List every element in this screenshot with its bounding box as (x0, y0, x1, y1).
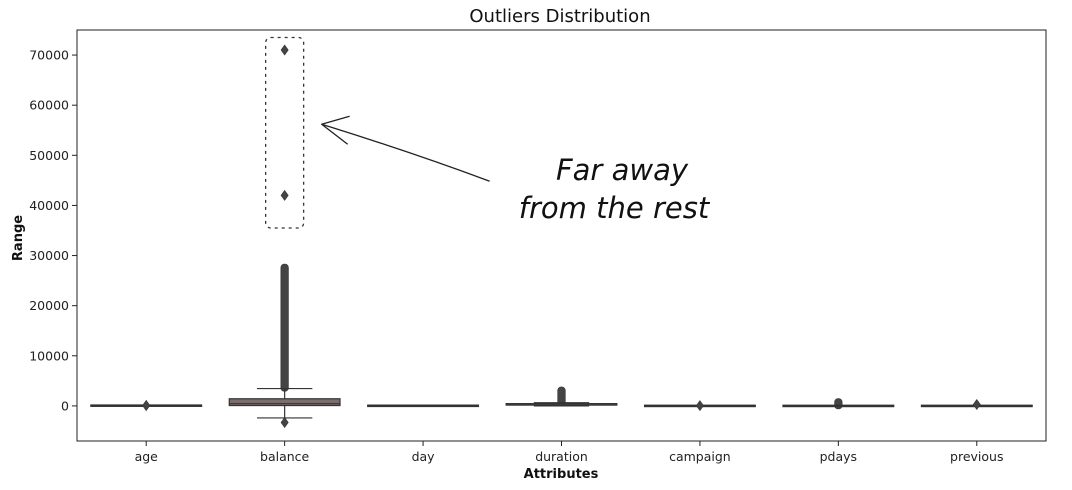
outlier-balance (280, 416, 289, 428)
x-tick-label-age: age (135, 449, 159, 464)
y-tick-label: 20000 (29, 298, 69, 313)
x-tick-label-pdays: pdays (820, 449, 857, 464)
outlier-band-balance (280, 263, 289, 392)
outlier-previous (972, 399, 981, 411)
annotation-arrow-head (320, 115, 350, 145)
annotation-line-2: from the rest (519, 191, 711, 225)
y-tick-label: 40000 (29, 198, 69, 213)
outlier-campaign (695, 400, 704, 412)
outlier-age (142, 399, 151, 411)
x-tick-label-balance: balance (260, 449, 310, 464)
plot-frame (76, 29, 1047, 442)
y-axis-title: Range (11, 215, 26, 261)
y-tick-label: 30000 (29, 248, 69, 263)
annotation-arrow-line (321, 123, 490, 182)
outlier-balance (280, 44, 289, 56)
y-tick-label: 60000 (29, 98, 69, 113)
outlier-balance (280, 189, 289, 201)
x-tick-label-previous: previous (950, 449, 1003, 464)
box-balance (228, 398, 341, 407)
x-axis-title: Attributes (524, 467, 599, 482)
y-tick-label: 0 (61, 398, 69, 413)
annotation-line-1: Far away (556, 153, 689, 187)
chart-title: Outliers Distribution (469, 6, 650, 27)
highlight-box (264, 36, 305, 229)
y-tick-label: 70000 (29, 48, 69, 63)
x-tick-label-campaign: campaign (669, 449, 731, 464)
plot-area: 0 10000 20000 30000 40000 50000 60000 70000 age b… (29, 29, 1047, 464)
y-tick-label: 50000 (29, 148, 69, 163)
annotation-group: Far away from the rest (519, 153, 711, 225)
y-tick-label: 10000 (29, 348, 69, 363)
outlier-band-pdays (834, 398, 843, 410)
x-tick-label-duration: duration (535, 449, 588, 464)
x-tick-label-day: day (412, 449, 436, 464)
